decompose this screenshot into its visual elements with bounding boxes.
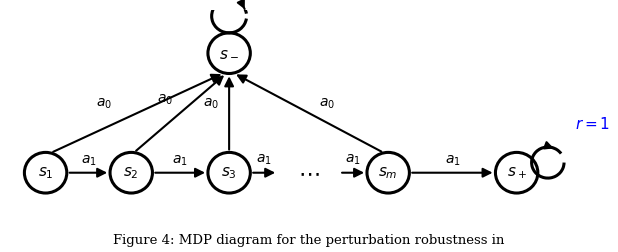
Text: $s_1$: $s_1$	[38, 165, 53, 181]
Text: $s_+$: $s_+$	[507, 165, 527, 181]
Text: $s_3$: $s_3$	[221, 165, 237, 181]
Text: Figure 4: MDP diagram for the perturbation robustness in: Figure 4: MDP diagram for the perturbati…	[113, 234, 504, 247]
Text: $a_1$: $a_1$	[345, 152, 361, 167]
Text: $a_1$: $a_1$	[256, 152, 272, 167]
Ellipse shape	[208, 33, 250, 74]
Text: $a_0$: $a_0$	[203, 96, 219, 111]
Ellipse shape	[110, 152, 153, 193]
Text: $a_0$: $a_0$	[319, 96, 335, 111]
Ellipse shape	[496, 152, 538, 193]
Text: $a_1$: $a_1$	[80, 153, 96, 168]
Text: $a_1$: $a_1$	[172, 153, 188, 168]
Ellipse shape	[367, 152, 409, 193]
Text: $\cdots$: $\cdots$	[298, 162, 320, 184]
Text: $a_0$: $a_0$	[157, 92, 173, 107]
Text: $s_-$: $s_-$	[219, 46, 239, 60]
Text: $a_0$: $a_0$	[96, 96, 112, 111]
Ellipse shape	[24, 152, 67, 193]
Text: $s_m$: $s_m$	[378, 165, 398, 181]
Text: $r=1$: $r=1$	[575, 116, 611, 132]
Ellipse shape	[208, 152, 250, 193]
Text: $s_2$: $s_2$	[124, 165, 139, 181]
Text: $a_1$: $a_1$	[444, 153, 460, 168]
